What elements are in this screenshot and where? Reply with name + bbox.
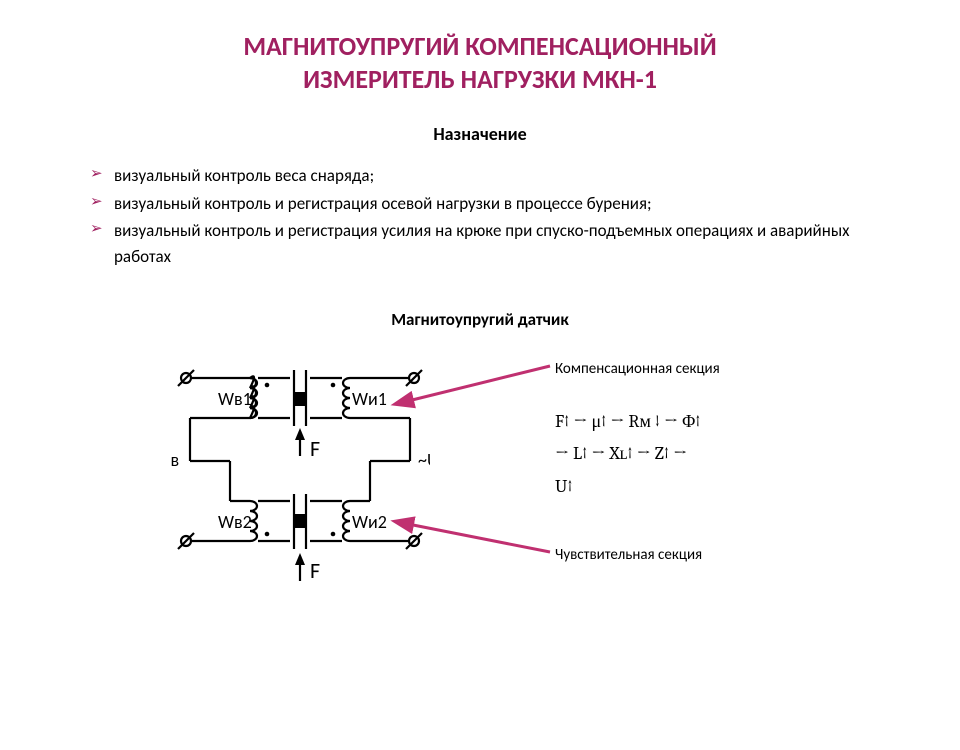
formula-chain: F↑ → μ↑ → Rᴍ ↓ → Φ↑ → L↑ → Xʟ↑ → Z↑ → U↑ — [555, 406, 835, 503]
subtitle-sensor: Магнитоупругий датчик — [0, 309, 960, 330]
formula-line2: → L↑ → Xʟ↑ → Z↑ → — [555, 438, 835, 470]
title-line2: ИЗМЕРИТЕЛЬ НАГРУЗКИ МКН-1 — [0, 63, 960, 96]
diagram-area: ~Uв ~Uа Wв1 Wи1 Wв2 Wи2 F F Компенсацион… — [0, 346, 960, 646]
annotation-compensation: Компенсационная секция — [555, 360, 720, 378]
title-line1: МАГНИТОУПРУГИЙ КОМПЕНСАЦИОННЫЙ — [0, 30, 960, 63]
formula-line1: F↑ → μ↑ → Rᴍ ↓ → Φ↑ — [555, 406, 835, 438]
bullet-item: визуальный контроль и регистрация усилия… — [90, 218, 900, 269]
subtitle-purpose: Назначение — [0, 123, 960, 145]
bullet-list: визуальный контроль веса снаряда; визуал… — [90, 163, 900, 269]
bullet-item: визуальный контроль веса снаряда; — [90, 163, 900, 189]
annotation-sensitive: Чувствительная секция — [555, 546, 702, 564]
page-title: МАГНИТОУПРУГИЙ КОМПЕНСАЦИОННЫЙ ИЗМЕРИТЕЛ… — [0, 30, 960, 95]
bullet-item: визуальный контроль и регистрация осевой… — [90, 191, 900, 217]
formula-line3: U↑ — [555, 471, 835, 503]
